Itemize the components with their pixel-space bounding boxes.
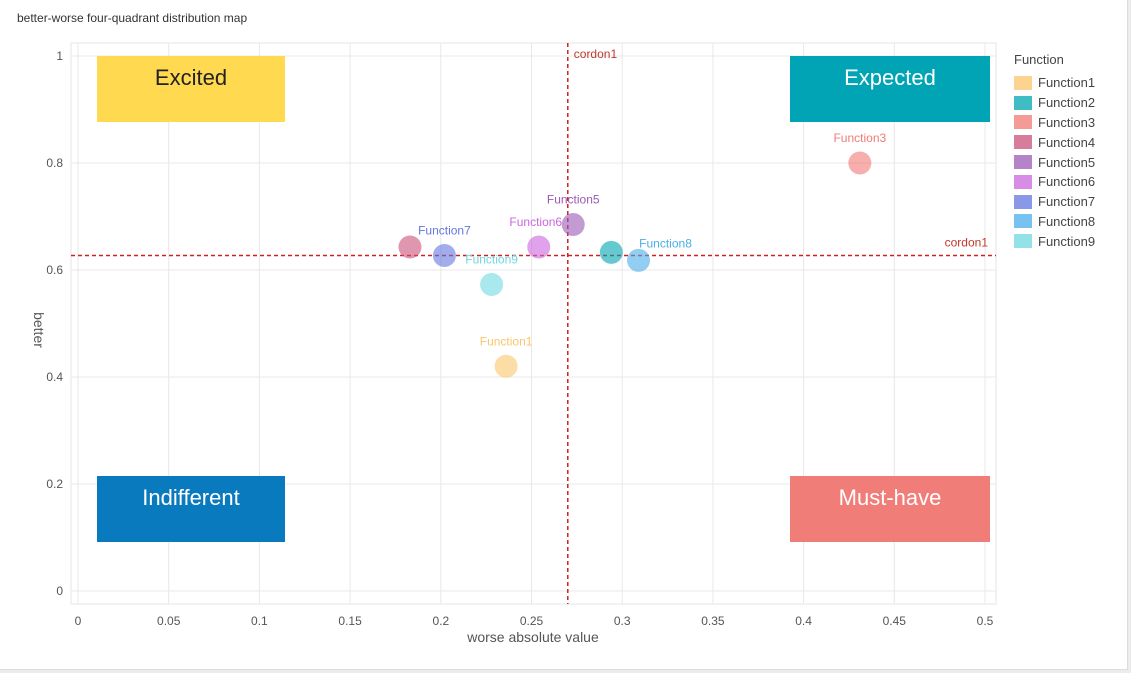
function9-label: Function9 (465, 252, 518, 266)
legend-item-function5[interactable]: Function5 (1014, 152, 1095, 172)
function3-point (848, 151, 872, 175)
x-tick-label: 0.1 (251, 614, 268, 628)
x-tick-label: 0.4 (795, 614, 812, 628)
legend: Function Function1 Function2 Function3 Func… (1014, 52, 1095, 251)
function8-point (627, 248, 651, 272)
legend-item-function3[interactable]: Function3 (1014, 113, 1095, 133)
axis-ticks: 0 0.05 0.1 0.15 0.2 0.25 0.3 0.35 0.4 0.45 0.5 0 0.2… (46, 49, 993, 628)
chart-title: better-worse four-quadrant distribution … (17, 11, 248, 25)
y-tick-label: 0 (56, 584, 63, 598)
legend-item-function9[interactable]: Function9 (1014, 231, 1095, 251)
legend-swatch (1014, 194, 1032, 209)
legend-items: Function1 Function2 Function3 Function4 Func… (1014, 73, 1095, 251)
legend-label: Function5 (1038, 154, 1096, 170)
x-tick-label: 0.3 (614, 614, 631, 628)
y-tick-label: 0.8 (46, 156, 63, 170)
y-tick-label: 0.4 (46, 370, 63, 384)
legend-label: Function4 (1038, 134, 1096, 150)
legend-swatch (1014, 75, 1032, 90)
legend-label: Function9 (1038, 233, 1096, 249)
x-tick-label: 0.15 (338, 614, 362, 628)
legend-label: Function3 (1038, 114, 1096, 130)
excitedquadrant-box (97, 56, 285, 122)
x-tick-label: 0.35 (701, 614, 725, 628)
x-tick-label: 0.25 (520, 614, 544, 628)
quadrant-label: Must-have (839, 485, 942, 510)
legend-item-function6[interactable]: Function6 (1014, 172, 1095, 192)
x-axis-title: worse absolute value (466, 629, 599, 645)
legend-item-function8[interactable]: Function8 (1014, 212, 1095, 232)
legend-item-function4[interactable]: Function4 (1014, 132, 1095, 152)
quadrant-label: Expected (844, 65, 936, 90)
legend-label: Function6 (1038, 174, 1096, 190)
y-tick-label: 1 (56, 49, 63, 63)
must-havequadrant-box (790, 476, 990, 542)
function2-point (599, 240, 623, 264)
x-tick-label: 0.05 (157, 614, 181, 628)
function3-label: Function3 (833, 131, 886, 145)
function7-label: Function7 (418, 224, 471, 238)
legend-label: Function1 (1038, 75, 1096, 91)
legend-label: Function8 (1038, 213, 1096, 229)
legend-swatch (1014, 95, 1032, 110)
legend-swatch (1014, 214, 1032, 229)
function6-label: Function6 (509, 215, 562, 229)
y-axis-title: better (31, 312, 47, 348)
x-tick-label: 0.5 (977, 614, 994, 628)
quadrant-boxes: Excited Expected Indifferent Must-have (97, 56, 990, 542)
function1-label: Function1 (480, 334, 533, 348)
plot-border (70, 42, 997, 605)
legend-item-function2[interactable]: Function2 (1014, 93, 1095, 113)
quadrant-label: Indifferent (142, 485, 239, 510)
cordon-label-vertical: cordon1 (574, 47, 618, 61)
x-tick-label: 0 (75, 614, 82, 628)
data-points (398, 151, 872, 378)
x-tick-label: 0.45 (883, 614, 907, 628)
legend-item-function7[interactable]: Function7 (1014, 192, 1095, 212)
function5-point (561, 213, 585, 237)
legend-item-function1[interactable]: Function1 (1014, 73, 1095, 93)
y-tick-label: 0.6 (46, 263, 63, 277)
quadrant-label: Excited (155, 65, 227, 90)
cordon-label-horizontal: cordon1 (945, 236, 989, 250)
function5-label: Function5 (547, 193, 600, 207)
legend-swatch (1014, 155, 1032, 170)
function9-point (480, 272, 504, 296)
legend-swatch (1014, 115, 1032, 130)
expectedquadrant-box (790, 56, 990, 122)
function1-point (494, 354, 518, 378)
x-tick-label: 0.2 (432, 614, 449, 628)
point-labels: Function1 Function3 Function5 Function6 Func… (418, 131, 886, 348)
function4-point (398, 235, 422, 259)
function7-point (432, 244, 456, 268)
indifferentquadrant-box (97, 476, 285, 542)
y-tick-label: 0.2 (46, 477, 63, 491)
legend-swatch (1014, 234, 1032, 249)
legend-label: Function2 (1038, 95, 1096, 111)
legend-label: Function7 (1038, 194, 1096, 210)
function8-label: Function8 (639, 236, 692, 250)
legend-swatch (1014, 135, 1032, 150)
legend-swatch (1014, 174, 1032, 189)
legend-title: Function (1014, 52, 1064, 67)
function6-point (527, 235, 551, 259)
